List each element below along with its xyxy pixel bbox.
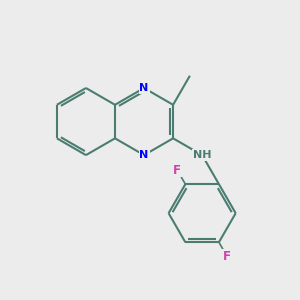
Text: NH: NH bbox=[193, 150, 212, 160]
Text: N: N bbox=[140, 83, 149, 93]
Text: N: N bbox=[140, 150, 149, 160]
Text: F: F bbox=[223, 250, 231, 262]
Text: F: F bbox=[173, 164, 181, 177]
